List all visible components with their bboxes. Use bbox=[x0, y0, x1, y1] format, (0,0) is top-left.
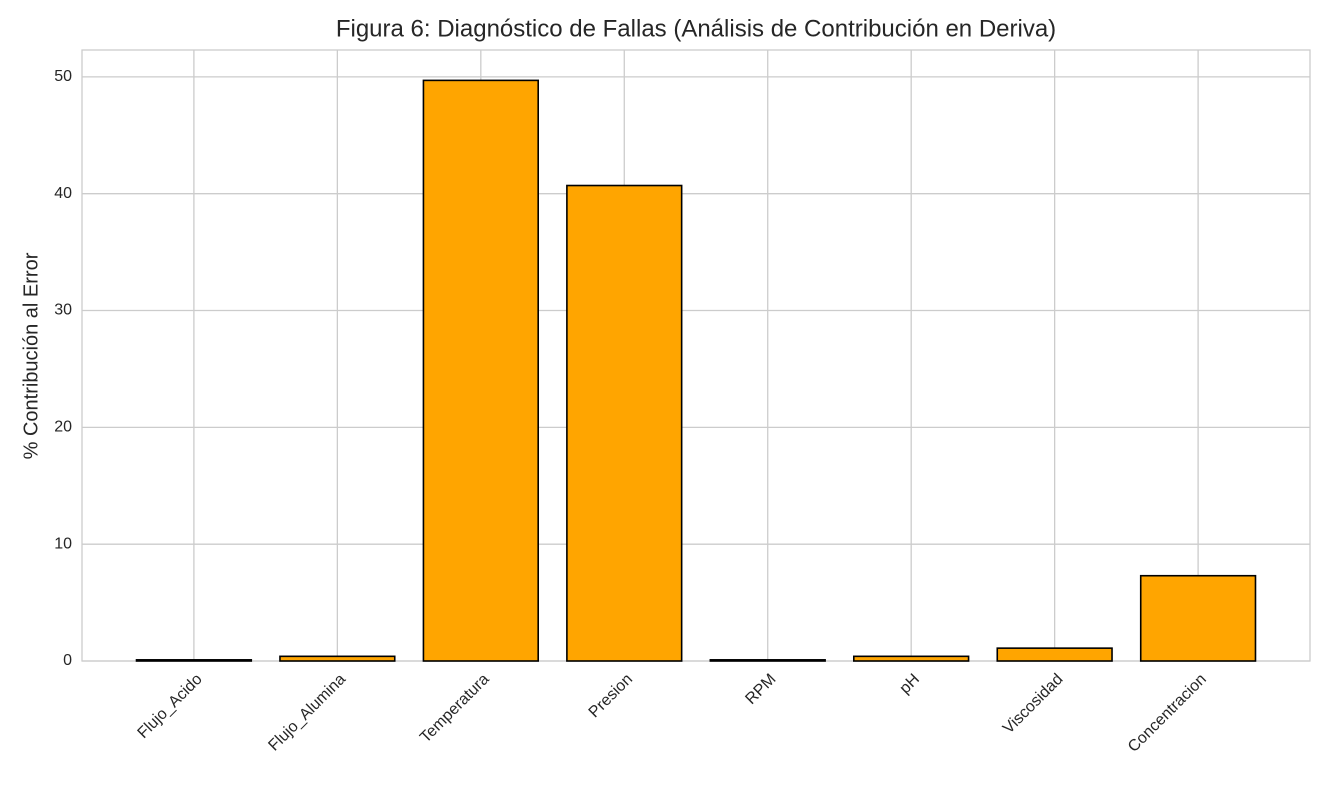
x-tick-label: Flujo_Acido bbox=[135, 671, 206, 742]
y-axis-label: % Contribución al Error bbox=[20, 252, 42, 459]
bar bbox=[135, 659, 253, 662]
chart-title: Figura 6: Diagnóstico de Fallas (Análisi… bbox=[336, 15, 1056, 42]
bar bbox=[566, 184, 683, 662]
y-tick-label: 20 bbox=[54, 419, 72, 436]
y-tick-label: 30 bbox=[54, 302, 72, 319]
bar bbox=[709, 659, 826, 662]
x-tick-label: Presion bbox=[586, 671, 636, 721]
bar bbox=[422, 79, 539, 662]
bar bbox=[996, 647, 1113, 662]
x-tick-label: RPM bbox=[742, 671, 779, 708]
y-tick-label: 40 bbox=[54, 185, 72, 202]
bar bbox=[853, 655, 970, 662]
x-tick-label: Viscosidad bbox=[1000, 671, 1067, 738]
y-tick-label: 10 bbox=[54, 535, 72, 552]
bar bbox=[279, 655, 396, 662]
x-tick-label: Flujo_Alumina bbox=[265, 671, 349, 755]
x-tick-label: pH bbox=[897, 671, 923, 697]
plot-frame bbox=[81, 49, 1311, 662]
bar bbox=[1139, 574, 1257, 662]
y-tick-label: 50 bbox=[54, 68, 72, 85]
x-tick-label: Temperatura bbox=[417, 671, 493, 747]
y-tick-label: 0 bbox=[63, 652, 72, 669]
x-tick-label: Concentracion bbox=[1125, 671, 1210, 756]
